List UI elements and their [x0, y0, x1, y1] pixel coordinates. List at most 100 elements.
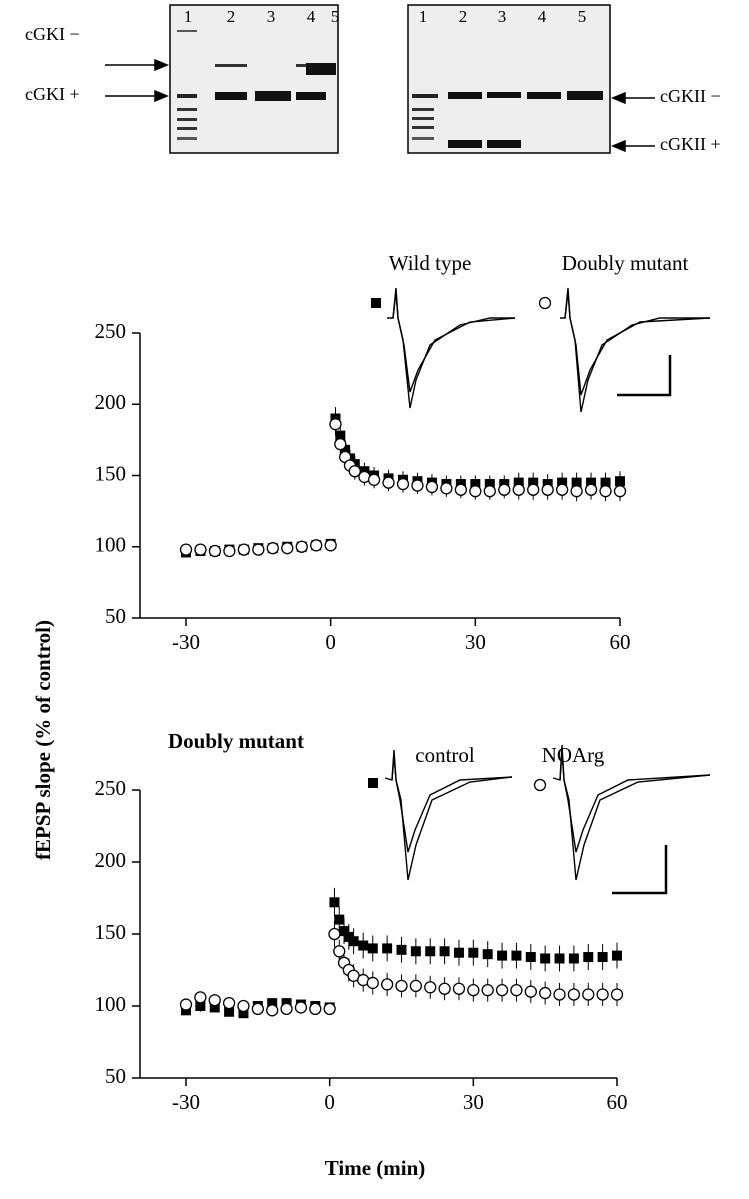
data-point: [615, 476, 625, 487]
data-point: [539, 986, 552, 1000]
data-point: [567, 988, 581, 1001]
data-point: [280, 1002, 293, 1016]
data-point: [468, 947, 479, 958]
data-point: [511, 950, 522, 961]
data-point: [179, 998, 193, 1011]
data-point: [395, 979, 408, 992]
data-point: [555, 483, 569, 496]
data-point: [484, 479, 495, 490]
x-tick-label: -30: [172, 630, 200, 654]
data-point: [440, 482, 453, 495]
data-point: [266, 1004, 279, 1017]
lane-label: 3: [267, 7, 276, 26]
data-point: [541, 483, 554, 496]
data-point: [194, 991, 207, 1004]
data-point: [328, 927, 341, 941]
lane-label: 5: [578, 7, 587, 26]
data-point: [597, 952, 608, 963]
data-point: [367, 943, 378, 954]
legend-label: Doubly mutant: [562, 251, 689, 275]
data-point: [223, 544, 236, 558]
lane-label: 5: [331, 7, 340, 26]
band-label: cGKI −: [25, 24, 80, 44]
data-point: [367, 473, 381, 486]
lane-label: 4: [307, 7, 316, 26]
lane-label: 2: [227, 7, 236, 26]
legend-marker: [533, 778, 547, 792]
data-point: [294, 1001, 308, 1014]
data-point: [612, 950, 622, 961]
data-point: [600, 477, 611, 488]
data-point: [195, 1001, 206, 1011]
y-tick-label: 50: [105, 604, 126, 628]
data-point: [237, 543, 251, 556]
x-axis-label: Time (min): [325, 1156, 426, 1180]
data-point: [438, 982, 451, 995]
gel-left: [169, 4, 339, 154]
y-tick-label: 200: [95, 390, 127, 414]
data-point: [553, 988, 566, 1001]
data-point: [208, 994, 221, 1007]
data-point: [528, 477, 539, 488]
data-point: [470, 479, 481, 490]
data-point: [208, 544, 222, 558]
data-point: [527, 483, 540, 496]
x-tick-label: 0: [325, 630, 336, 654]
gel-right: [407, 4, 611, 154]
data-point: [599, 485, 612, 498]
data-point: [497, 950, 508, 961]
data-point: [382, 943, 393, 954]
data-point: [335, 430, 346, 441]
data-point: [366, 976, 379, 990]
y-tick-label: 150: [95, 920, 127, 944]
data-point: [495, 984, 509, 997]
y-tick-label: 50: [105, 1064, 126, 1088]
data-point: [396, 477, 410, 491]
data-point: [557, 477, 568, 488]
data-point: [334, 437, 347, 451]
data-point: [396, 944, 407, 955]
data-point: [310, 539, 323, 552]
data-point: [382, 476, 395, 489]
data-point: [224, 1006, 235, 1017]
data-point: [251, 1002, 264, 1016]
data-point: [267, 998, 278, 1009]
data-point: [348, 465, 361, 478]
data-point: [329, 418, 342, 431]
legend-label: NOArg: [542, 743, 605, 767]
band-arrows: [105, 58, 655, 153]
legend-marker: [371, 298, 381, 308]
x-tick-label: 60: [610, 630, 631, 654]
x-tick-label: -30: [172, 1090, 200, 1114]
data-point: [483, 485, 496, 498]
data-point: [281, 542, 294, 555]
data-point: [339, 926, 350, 937]
data-point: [586, 477, 597, 488]
y-axis-label: fEPSP slope (% of control): [31, 620, 55, 860]
data-point: [179, 543, 193, 556]
y-tick-label: 200: [95, 848, 127, 872]
data-point: [481, 984, 494, 997]
data-point: [348, 936, 359, 947]
lane-label: 4: [538, 7, 547, 26]
data-point: [209, 1002, 220, 1013]
data-point: [554, 953, 565, 964]
band-label: cGKI +: [25, 84, 80, 104]
y-tick-label: 250: [95, 776, 127, 800]
traces: [384, 287, 711, 895]
data-point: [570, 485, 583, 498]
data-point: [411, 479, 424, 492]
lane-label: 1: [184, 7, 193, 26]
data-point: [469, 485, 482, 498]
lane-label: 1: [419, 7, 428, 26]
data-point: [584, 483, 598, 496]
data-point: [222, 996, 236, 1010]
x-tick-label: 60: [607, 1090, 628, 1114]
data-point: [409, 979, 423, 992]
y-tick-label: 150: [95, 461, 127, 485]
data-point: [424, 981, 437, 994]
y-tick-label: 100: [95, 533, 127, 557]
data-point: [410, 946, 421, 957]
data-point: [467, 984, 480, 997]
